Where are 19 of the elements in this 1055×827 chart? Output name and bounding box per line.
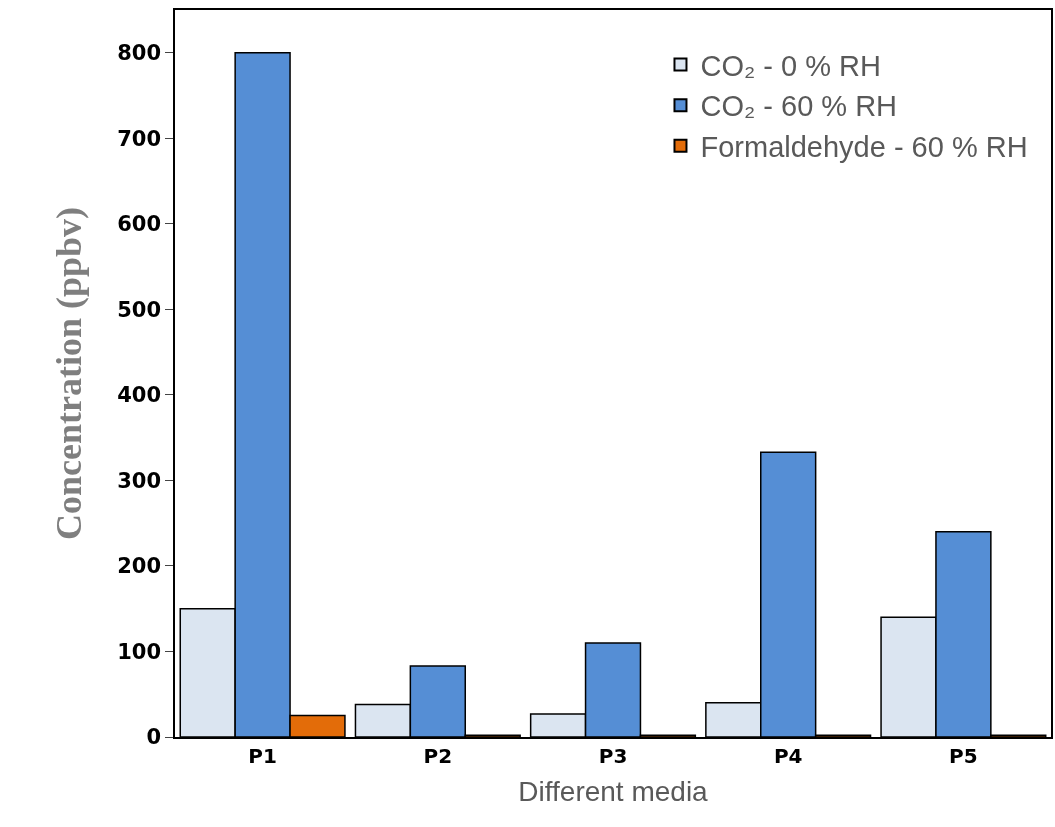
x-axis-title: Different media	[518, 776, 709, 808]
legend-label: CO₂ - 60 % RH	[700, 90, 898, 123]
y-tick-label: 200	[117, 554, 162, 579]
y-tick-label: 800	[117, 41, 162, 66]
x-tick-label: P5	[949, 743, 978, 768]
legend-label: CO₂ - 0 % RH	[700, 49, 881, 82]
y-tick-label: 700	[117, 126, 162, 151]
x-tick-label: P3	[598, 743, 628, 768]
y-tick-label: 400	[117, 383, 162, 408]
y-tick-label: 300	[117, 468, 162, 493]
y-tick-label: 500	[117, 297, 162, 322]
x-tick-label: P4	[773, 743, 803, 768]
y-axis-title: Concentration (ppbv)	[48, 206, 89, 541]
x-tick-label: P2	[423, 743, 453, 768]
y-tick-label: 600	[117, 212, 162, 237]
x-tick-label: P1	[248, 743, 277, 768]
legend-label: Formaldehyde - 60 % RH	[700, 131, 1028, 164]
y-tick-label: 0	[146, 725, 162, 750]
y-tick-label: 100	[117, 639, 162, 664]
